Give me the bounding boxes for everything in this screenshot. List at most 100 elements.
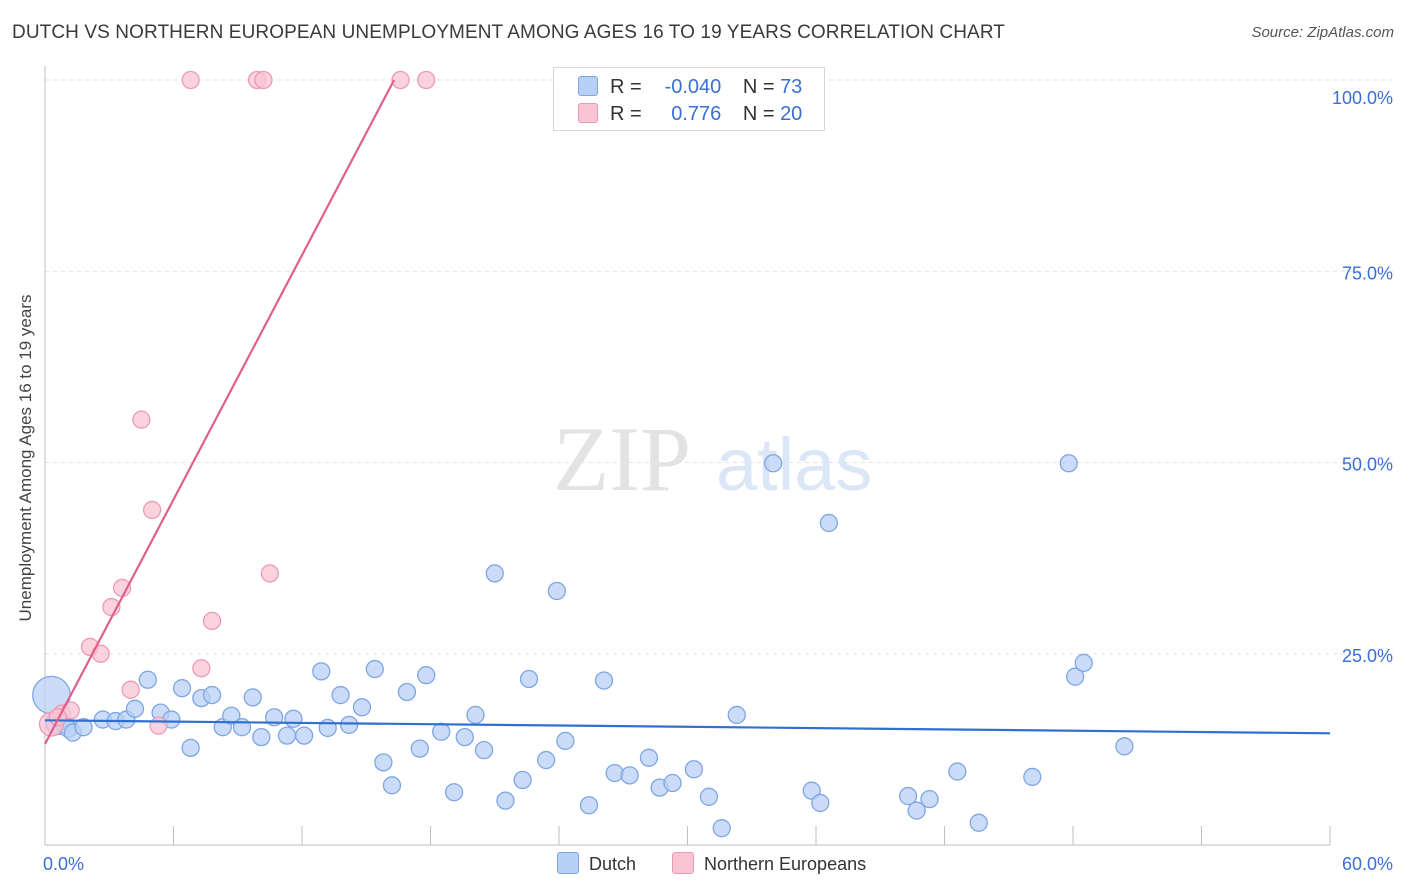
- dutch-point: [1074, 653, 1093, 673]
- dutch-point: [417, 666, 436, 685]
- dutch-point: [920, 789, 939, 809]
- series-legend-northern-europeans[interactable]: Northern Europeans: [672, 852, 866, 875]
- dutch-point: [252, 727, 271, 747]
- northern-europeans-point: [254, 70, 273, 90]
- dutch-point: [699, 787, 719, 806]
- dutch-point: [365, 659, 384, 679]
- dutch-point: [1065, 667, 1085, 686]
- dutch-point: [138, 670, 157, 689]
- northern-europeans-point: [121, 680, 140, 699]
- dutch-point: [339, 715, 359, 735]
- dutch-point: [125, 699, 145, 718]
- dutch-point: [181, 738, 200, 757]
- watermark-atlas: atlas: [716, 423, 872, 506]
- northern-europeans-point: [181, 70, 200, 90]
- y-tick-label-50: 50.0%: [1342, 455, 1393, 475]
- dutch-point: [519, 669, 539, 689]
- dutch-point: [444, 783, 464, 802]
- dutch-point: [466, 705, 485, 725]
- y-tick-label-100: 100.0%: [1332, 88, 1393, 108]
- x-tick-label-min: 0.0%: [43, 854, 84, 874]
- northern-europeans-point: [192, 659, 211, 678]
- dutch-point: [556, 731, 575, 751]
- legend-row-northern-europeans: R = 0.776 N = 20: [578, 103, 802, 126]
- dutch-point: [410, 739, 429, 758]
- dutch-point: [202, 685, 222, 705]
- legend-n-value-dutch: 73: [780, 76, 803, 98]
- series-legend-label-dutch: Dutch: [589, 854, 637, 874]
- legend-row-dutch: R = -0.040 N = 73: [578, 76, 802, 99]
- dutch-point: [294, 726, 314, 745]
- series-northern-europeans-points: [38, 70, 436, 737]
- watermark-zip: ZIP: [553, 408, 691, 510]
- dutch-point: [969, 813, 988, 832]
- northern-europeans-point: [391, 70, 410, 90]
- dutch-trend-line: [44, 719, 1331, 735]
- dutch-point: [684, 760, 704, 779]
- dutch-point: [579, 796, 599, 815]
- dutch-point: [277, 726, 297, 745]
- series-dutch-points: [32, 454, 1134, 838]
- dutch-point: [712, 819, 731, 838]
- legend-n-label: N =: [742, 103, 775, 125]
- dutch-point: [537, 750, 556, 770]
- legend-r-value-northern-europeans: 0.776: [671, 103, 722, 125]
- dutch-point: [1059, 454, 1078, 473]
- northern-europeans-trend-line: [44, 79, 396, 745]
- dutch-point: [620, 766, 639, 785]
- series-legend-swatch-dutch: [557, 852, 579, 874]
- dutch-point: [547, 581, 567, 601]
- trend-lines: [44, 79, 1331, 745]
- legend-n-label: N =: [742, 76, 775, 98]
- dutch-point: [284, 709, 303, 728]
- dutch-point: [727, 705, 746, 725]
- dutch-point: [172, 679, 192, 698]
- dutch-point: [374, 753, 393, 772]
- dutch-point: [811, 793, 830, 813]
- dutch-point: [819, 513, 838, 533]
- dutch-point: [222, 706, 241, 725]
- dutch-point: [496, 791, 515, 810]
- tick-labels: 0.0% 60.0% 25.0% 50.0% 75.0% 100.0%: [43, 88, 1393, 874]
- dutch-point: [1115, 737, 1134, 756]
- northern-europeans-point: [132, 410, 151, 429]
- grid-lines: [45, 79, 1395, 655]
- dutch-point: [243, 688, 262, 707]
- dutch-point: [382, 776, 402, 795]
- dutch-point: [455, 727, 474, 747]
- legend-r-value-dutch: -0.040: [664, 76, 722, 98]
- northern-europeans-point: [142, 500, 162, 520]
- dutch-point: [331, 685, 350, 705]
- dutch-point: [898, 786, 918, 806]
- dutch-point: [352, 698, 372, 717]
- legend-n-value-northern-europeans: 20: [780, 103, 803, 125]
- dutch-point: [948, 762, 967, 781]
- northern-europeans-point: [417, 70, 436, 90]
- chart-source: Source: ZipAtlas.com: [1251, 24, 1394, 41]
- northern-europeans-point: [149, 716, 168, 735]
- legend-r-label: R =: [610, 76, 642, 98]
- series-legend-label-northern-europeans: Northern Europeans: [704, 854, 867, 874]
- dutch-point: [432, 722, 451, 741]
- dutch-point: [312, 662, 331, 681]
- chart-title: DUTCH VS NORTHERN EUROPEAN UNEMPLOYMENT …: [12, 22, 1005, 43]
- dutch-point: [397, 682, 417, 702]
- series-legend-dutch[interactable]: Dutch: [557, 852, 636, 875]
- dutch-point: [485, 564, 504, 583]
- dutch-point: [639, 748, 659, 767]
- dutch-point: [907, 801, 926, 820]
- northern-europeans-point: [202, 611, 222, 631]
- legend-r-label: R =: [610, 103, 642, 125]
- x-tick-label-max: 60.0%: [1342, 854, 1393, 874]
- dutch-point: [605, 763, 624, 783]
- legend-swatch-dutch: [578, 76, 598, 96]
- dutch-point: [764, 454, 783, 473]
- dutch-point: [318, 718, 337, 738]
- dutch-point: [1023, 767, 1042, 787]
- correlation-legend: R = -0.040 N = 73 R = 0.776 N = 20: [553, 67, 825, 131]
- series-legend-swatch-northern-europeans: [672, 852, 694, 874]
- dutch-point: [663, 773, 682, 793]
- y-tick-label-75: 75.0%: [1342, 263, 1393, 283]
- y-tick-label-25: 25.0%: [1342, 646, 1393, 666]
